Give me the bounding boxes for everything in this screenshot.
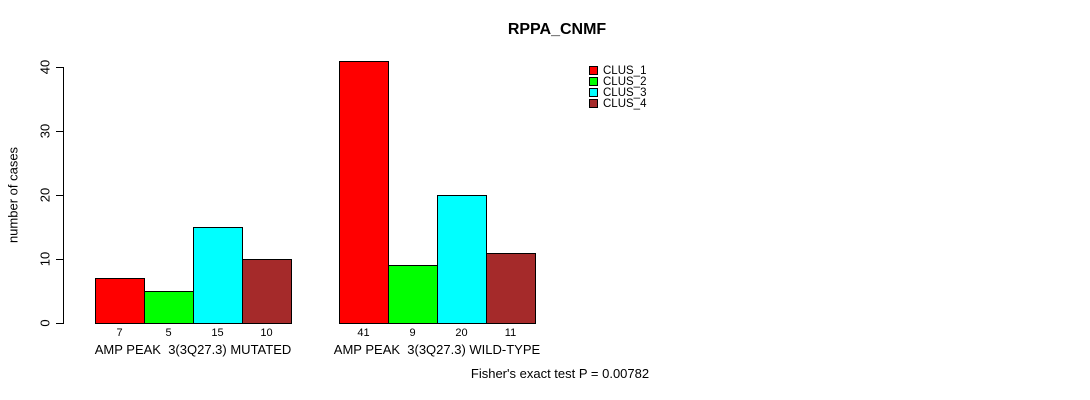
legend-label: CLUS_1 (603, 64, 647, 77)
legend-swatch-clus_4 (589, 99, 598, 108)
y-tick-label: 30 (37, 123, 53, 139)
category-label: AMP PEAK 3(3Q27.3) WILD-TYPE (333, 342, 541, 357)
y-axis-title: number of cases (5, 146, 21, 244)
bar-value-label: 9 (409, 327, 416, 339)
bar-value-label: 20 (455, 327, 468, 339)
bar-clus_1-group2 (339, 61, 389, 324)
y-tick-mark (56, 131, 64, 132)
y-tick-label: 40 (37, 59, 53, 75)
y-tick-mark (56, 67, 64, 68)
bar-value-label: 11 (504, 327, 517, 339)
bar-clus_4-group2 (486, 253, 536, 324)
y-tick-label: 20 (37, 187, 53, 203)
bar-clus_2-group2 (388, 265, 438, 324)
legend-swatch-clus_2 (589, 77, 598, 86)
legend-swatch-clus_1 (589, 66, 598, 75)
legend-item: CLUS_1 (589, 64, 647, 77)
bar-clus_3-group2 (437, 195, 487, 324)
fisher-test-annotation: Fisher's exact test P = 0.00782 (470, 366, 650, 381)
legend-swatch-clus_3 (589, 88, 598, 97)
legend-item: CLUS_2 (589, 75, 647, 88)
y-axis-line (63, 68, 64, 324)
legend-label: CLUS_4 (603, 97, 647, 110)
bar-clus_2-group1 (144, 291, 194, 324)
bar-value-label: 41 (357, 327, 370, 339)
legend-label: CLUS_2 (603, 75, 647, 88)
bar-value-label: 7 (116, 327, 123, 339)
bar-clus_4-group1 (242, 259, 292, 324)
legend-item: CLUS_4 (589, 97, 647, 110)
legend-label: CLUS_3 (603, 86, 647, 99)
bar-value-label: 15 (211, 327, 224, 339)
category-label: AMP PEAK 3(3Q27.3) MUTATED (94, 342, 292, 357)
legend-item: CLUS_3 (589, 86, 647, 99)
y-tick-mark (56, 259, 64, 260)
y-tick-label: 10 (37, 251, 53, 267)
chart-title: RPPA_CNMF (507, 21, 607, 38)
bar-value-label: 5 (165, 327, 172, 339)
y-tick-mark (56, 323, 64, 324)
bar-clus_3-group1 (193, 227, 243, 324)
y-tick-label: 0 (37, 319, 53, 327)
bar-value-label: 10 (260, 327, 273, 339)
y-tick-mark (56, 195, 64, 196)
bar-clus_1-group1 (95, 278, 145, 324)
legend: CLUS_1 CLUS_2 CLUS_3 CLUS_4 (589, 64, 647, 110)
